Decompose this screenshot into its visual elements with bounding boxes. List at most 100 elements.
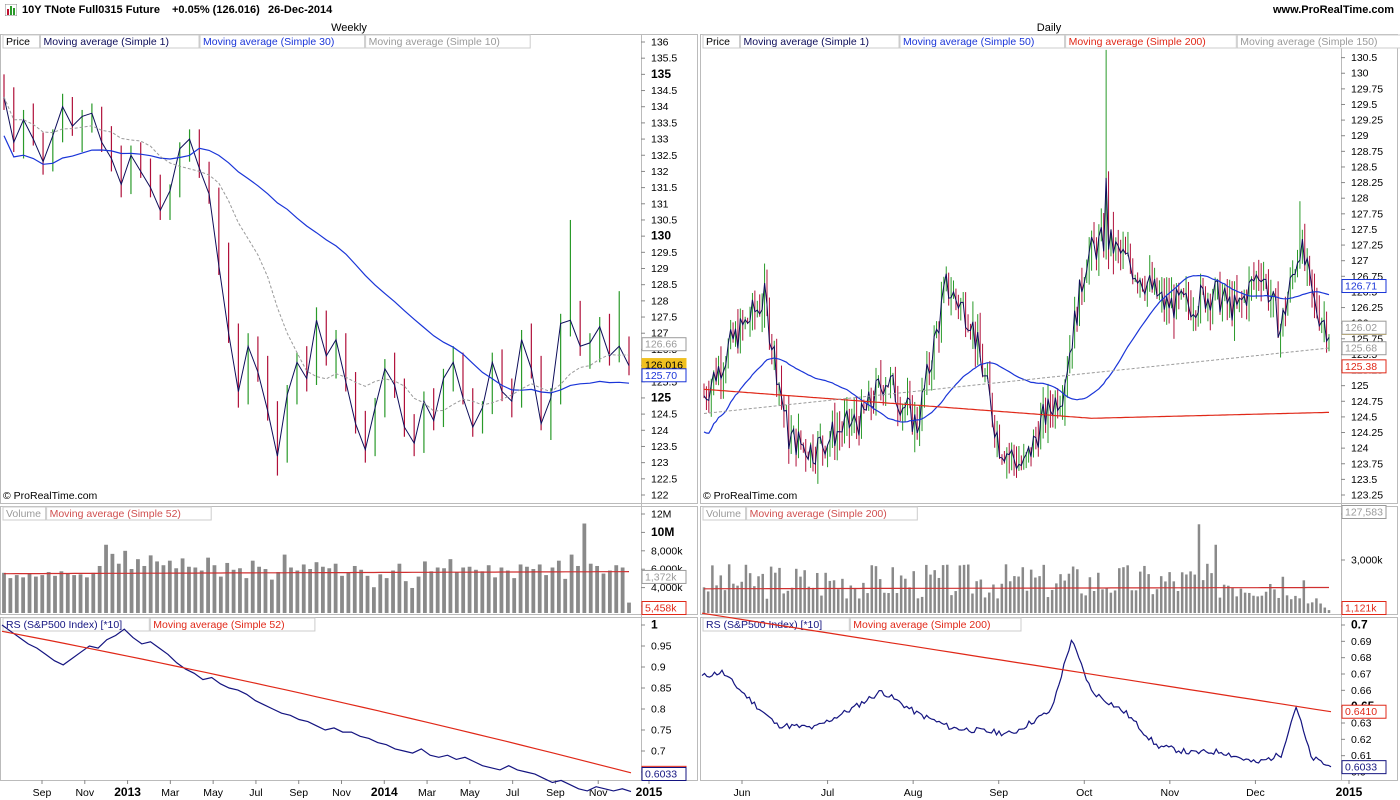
volume-bar [736, 585, 739, 613]
volume-bar [803, 570, 806, 613]
x-axis-label: Sep [33, 787, 52, 799]
volume-bar [244, 578, 249, 613]
volume-bar [958, 565, 962, 613]
volume-bar [442, 568, 446, 613]
volume-bar [1013, 576, 1016, 613]
rs-tick-label: 0.85 [651, 683, 672, 695]
volume-bar [1063, 580, 1066, 613]
volume-bar [1197, 524, 1201, 613]
volume-bar [799, 576, 802, 613]
volume-bar [1256, 596, 1259, 613]
price-legend-box [40, 34, 200, 49]
volume-bar [1101, 589, 1104, 613]
price-tick-label: 129.5 [1351, 99, 1377, 111]
price-tick-label: 127 [1351, 255, 1369, 267]
price-tick-label: 129 [651, 263, 669, 275]
price-tick-label: 127 [651, 328, 669, 340]
price-tick-label: 124.75 [1351, 396, 1383, 408]
rs-value-marker [1341, 760, 1387, 775]
x-axis-label: Mar [418, 787, 437, 799]
volume-bar [920, 596, 924, 613]
volume-bar [582, 523, 587, 613]
x-axis-label: May [460, 787, 481, 799]
volume-bar [46, 572, 51, 613]
volume-bar [1281, 576, 1285, 613]
ma-simple-150-line [703, 347, 1330, 414]
volume-bar [384, 578, 389, 613]
volume-bar [238, 568, 242, 613]
volume-bar [1189, 571, 1192, 613]
rs-line [701, 638, 1332, 768]
volume-bar [820, 595, 823, 613]
volume-bar [1273, 589, 1276, 613]
price-tick-label: 128 [651, 295, 669, 307]
volume-bar [857, 598, 861, 613]
volume-bar [142, 565, 147, 613]
copyright-label: © ProRealTime.com [703, 490, 798, 502]
website-link[interactable]: www.ProRealTime.com [1272, 4, 1394, 16]
volume-bar [1038, 576, 1041, 613]
volume-bar [136, 559, 140, 613]
volume-bar [1210, 573, 1213, 613]
volume-bar [359, 569, 364, 613]
volume-frame [0, 506, 698, 615]
rs-tick-label: 0.66 [1351, 685, 1372, 697]
volume-bar [21, 577, 26, 613]
volume-bar [1097, 572, 1100, 613]
volume-bar [320, 566, 325, 613]
volume-bar [607, 570, 612, 613]
price-value-marker [1341, 320, 1387, 335]
volume-bar [1000, 583, 1004, 613]
rs-tick-label: 0.7 [1351, 618, 1368, 632]
volume-bar [1109, 592, 1113, 613]
x-axis-label: Sep [289, 787, 308, 799]
price-value-marker [641, 368, 687, 383]
rs-value-marker-label: 0.6410 [1345, 706, 1377, 718]
rs-value-marker-label: 0.6033 [645, 769, 677, 781]
panel-title: Daily [1037, 22, 1062, 34]
volume-bar [33, 576, 38, 613]
volume-bar [403, 581, 408, 613]
volume-bar [263, 569, 268, 613]
volume-bar [1118, 568, 1121, 613]
price-line [703, 177, 1330, 471]
volume-bar [123, 550, 128, 613]
volume-bar [765, 598, 769, 613]
volume-bar [1134, 590, 1138, 613]
rs-legend-item: RS (S&P500 Index) [*10] [6, 619, 122, 631]
volume-bar [1084, 595, 1087, 613]
volume-bar [601, 573, 606, 613]
volume-bar [59, 571, 64, 613]
volume-bar [72, 575, 77, 613]
price-tick-label: 128.75 [1351, 146, 1383, 158]
volume-bar [1147, 574, 1150, 613]
volume-bar [1080, 593, 1083, 613]
price-legend-box [365, 34, 531, 49]
x-axis-label: Oct [1076, 787, 1092, 799]
volume-bar [14, 575, 19, 613]
volume-bar [167, 560, 172, 613]
volume-bar [954, 591, 957, 613]
volume-bar [748, 573, 752, 613]
price-change: +0.05% (126.016) [172, 4, 260, 16]
price-tick-label: 124.5 [1351, 411, 1377, 423]
price-tick-label: 133.5 [651, 117, 677, 129]
volume-bar [1159, 576, 1163, 613]
volume-bar [174, 568, 179, 613]
volume-bar [1126, 565, 1129, 613]
volume-bar [97, 565, 102, 613]
volume-bar [276, 572, 281, 613]
volume-bar [1218, 597, 1222, 613]
volume-bar [937, 577, 941, 613]
volume-bar [1021, 567, 1025, 613]
volume-bar [807, 586, 811, 613]
volume-bar [448, 559, 453, 613]
rs-tick-label: 0.62 [1351, 734, 1372, 746]
x-axis-label: Jul [249, 787, 262, 799]
price-tick-label: 127.25 [1351, 240, 1383, 252]
volume-bar [878, 579, 882, 613]
volume-value-marker [641, 601, 687, 615]
rs-value-marker [641, 767, 687, 781]
volume-value-marker-label: 127,583 [1345, 507, 1383, 519]
panel-title: Weekly [331, 22, 367, 34]
